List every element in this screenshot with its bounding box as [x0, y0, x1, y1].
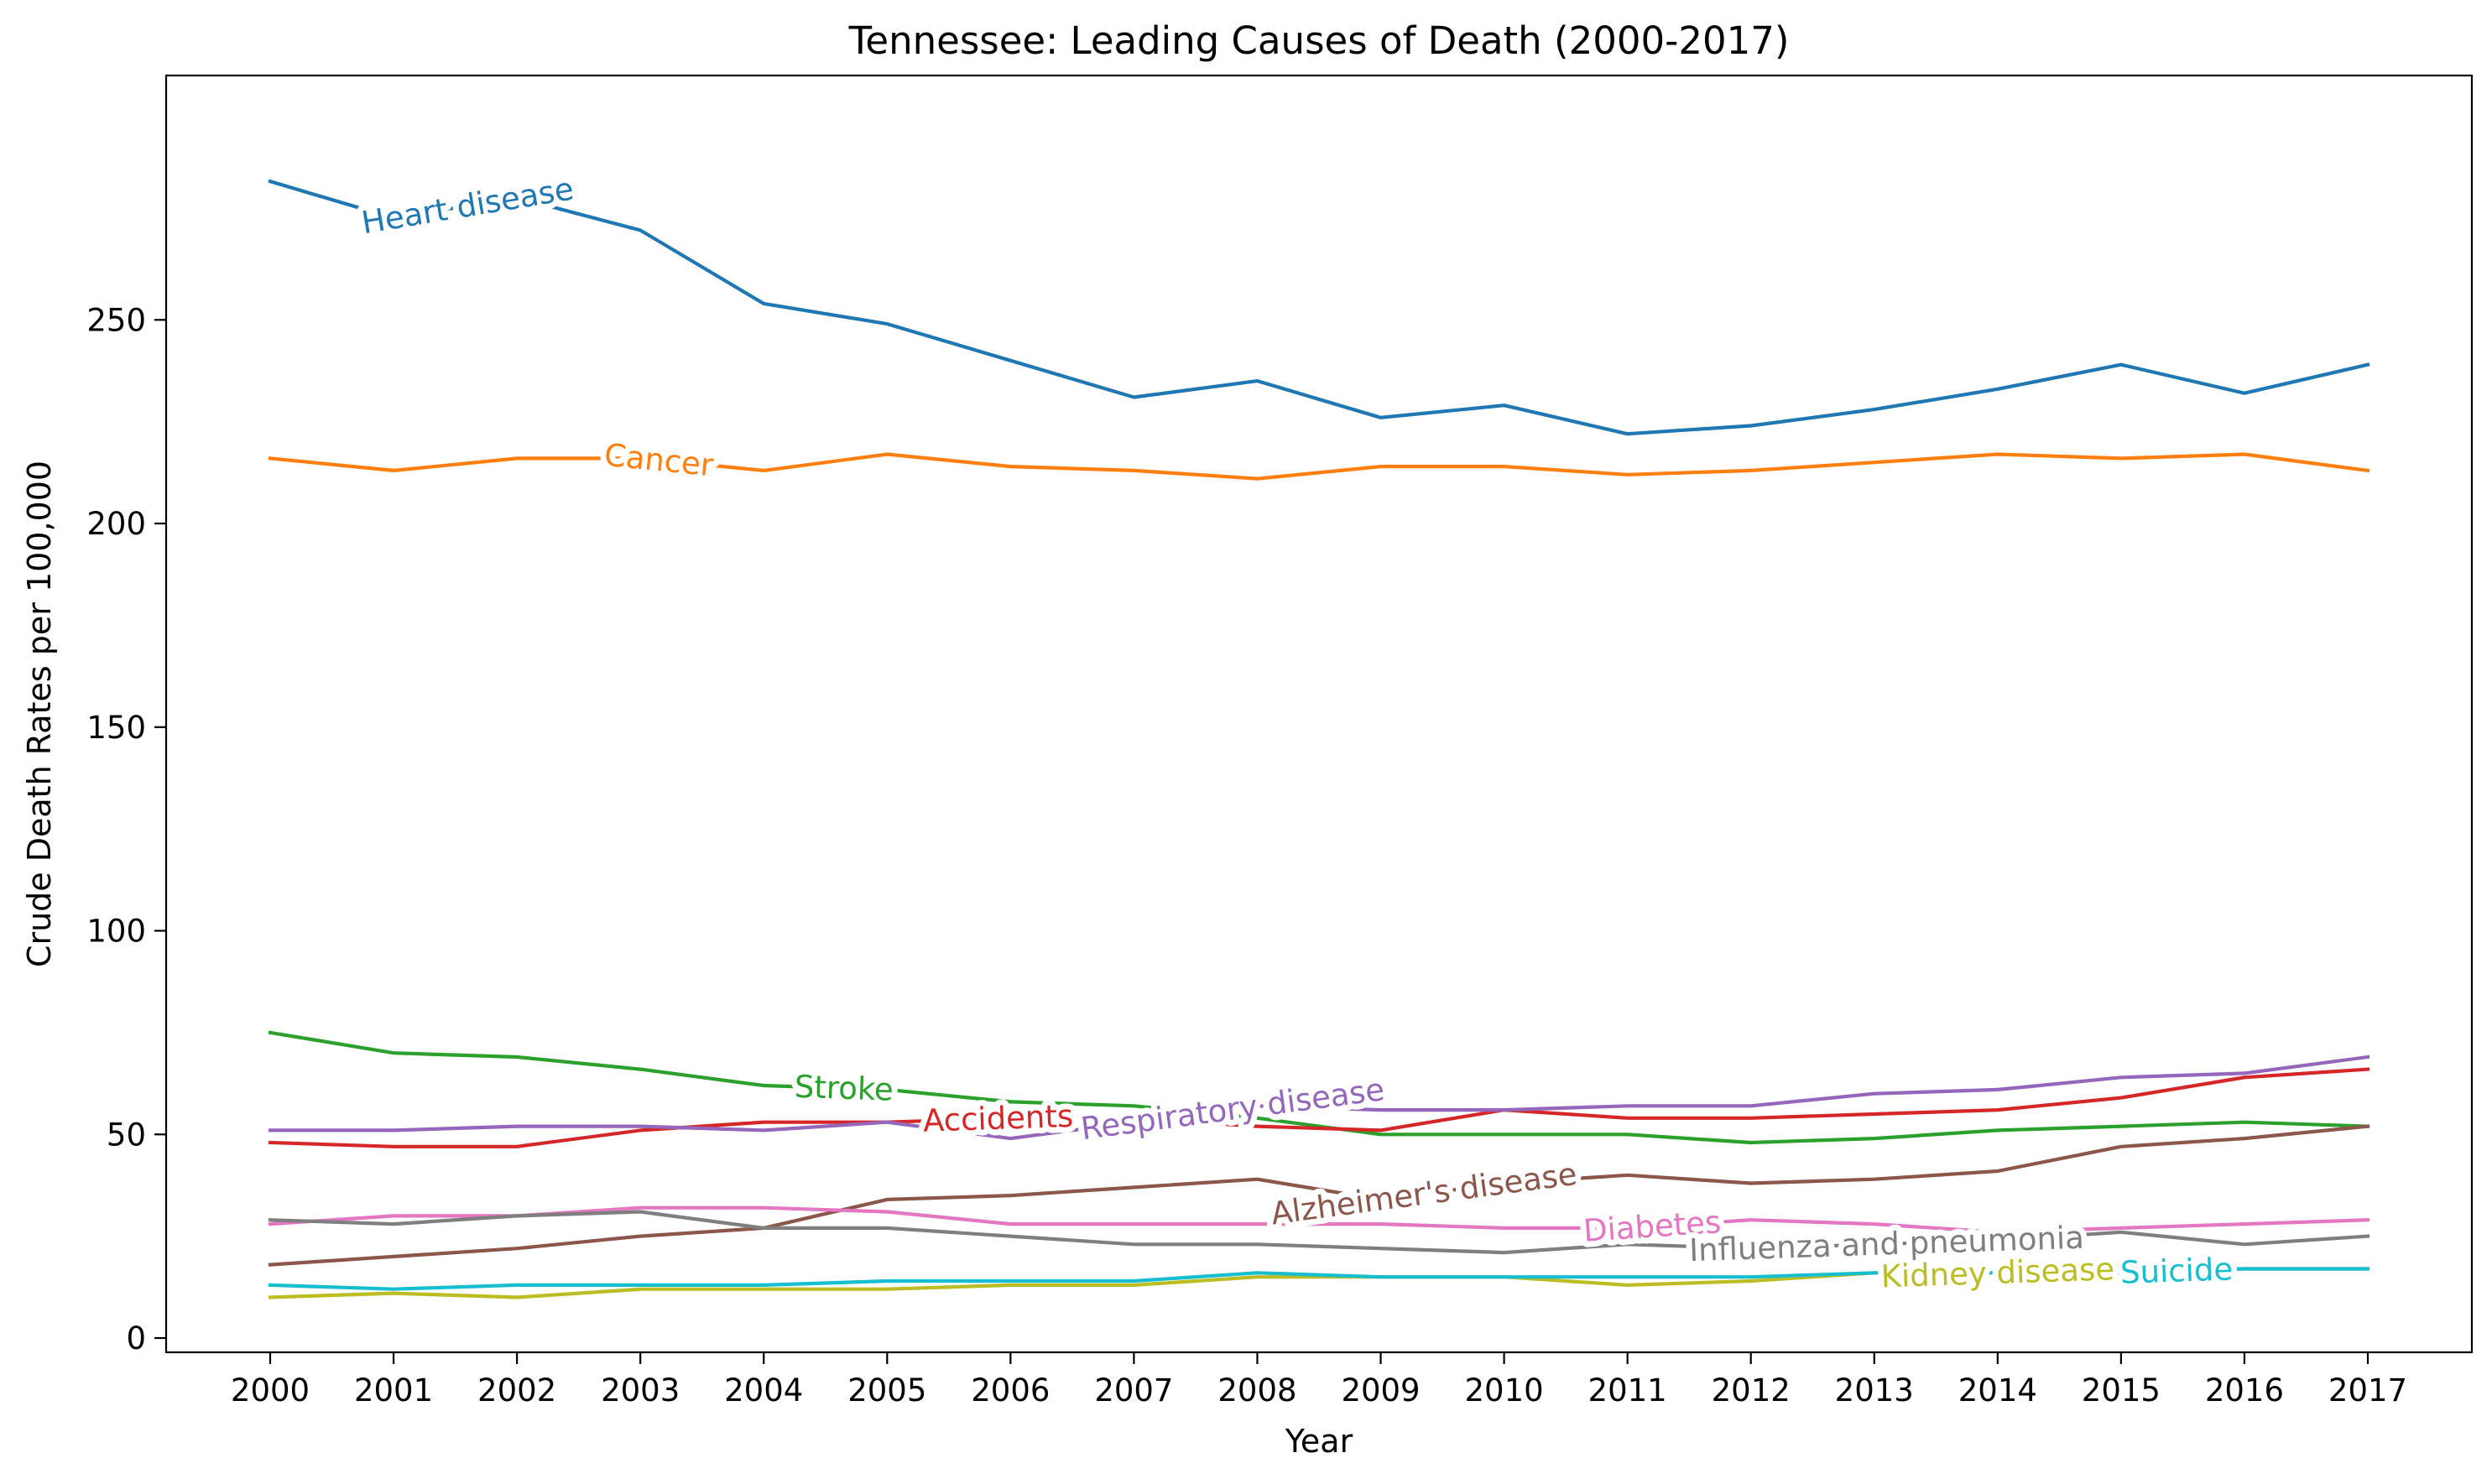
x-tick-label: 2011 — [1588, 1372, 1667, 1408]
y-tick-label: 150 — [86, 710, 146, 746]
x-tick-label: 2008 — [1217, 1372, 1296, 1408]
series-label: Kidney disease — [1880, 1251, 2115, 1294]
y-axis-title: Crude Death Rates per 100,000 — [21, 461, 58, 967]
x-tick-label: 2016 — [2205, 1372, 2284, 1408]
series-label: Stroke — [794, 1069, 894, 1108]
x-tick-label: 2004 — [724, 1372, 803, 1408]
y-tick-label: 250 — [86, 302, 146, 338]
x-tick-label: 2005 — [847, 1372, 926, 1408]
y-tick-label: 0 — [126, 1320, 146, 1356]
x-axis-title: Year — [1285, 1423, 1353, 1460]
x-tick-label: 2012 — [1712, 1372, 1791, 1408]
x-tick-label: 2003 — [601, 1372, 680, 1408]
series-line — [268, 179, 2370, 436]
series-line — [268, 452, 2370, 481]
x-tick-label: 2010 — [1465, 1372, 1544, 1408]
plot-frame — [164, 74, 2474, 1354]
x-tick-label: 2009 — [1341, 1372, 1420, 1408]
x-tick-label: 2015 — [2082, 1372, 2161, 1408]
x-tick-label: 2000 — [231, 1372, 310, 1408]
y-tick-label: 50 — [107, 1117, 146, 1153]
series-line — [268, 1030, 2370, 1145]
x-tick-label: 2013 — [1835, 1372, 1914, 1408]
series-label: Suicide — [2119, 1251, 2233, 1290]
x-tick-label: 2014 — [1958, 1372, 2037, 1408]
x-tick-label: 2002 — [477, 1372, 556, 1408]
x-tick-label: 2007 — [1094, 1372, 1173, 1408]
y-tick-label: 100 — [86, 914, 146, 950]
series-label: Accidents — [922, 1098, 1073, 1139]
x-tick-label: 2006 — [971, 1372, 1050, 1408]
series-line — [268, 1267, 2370, 1291]
series-lines — [268, 179, 2370, 1299]
series-line — [268, 1067, 2370, 1148]
x-tick-label: 2017 — [2328, 1372, 2407, 1408]
series-line — [268, 1124, 2370, 1267]
y-tick-label: 200 — [86, 506, 146, 542]
x-tick-label: 2001 — [354, 1372, 433, 1408]
series-line — [268, 1205, 2370, 1234]
series-line — [268, 1210, 2370, 1255]
series-line — [268, 1054, 2370, 1141]
chart-title: Tennessee: Leading Causes of Death (2000… — [848, 18, 1790, 63]
y-axis: 0 50 100 150 200 250 — [86, 302, 166, 1356]
x-axis: 2000 2001 2002 2003 2004 2005 2006 2007 2008 2009… — [231, 1352, 2407, 1408]
